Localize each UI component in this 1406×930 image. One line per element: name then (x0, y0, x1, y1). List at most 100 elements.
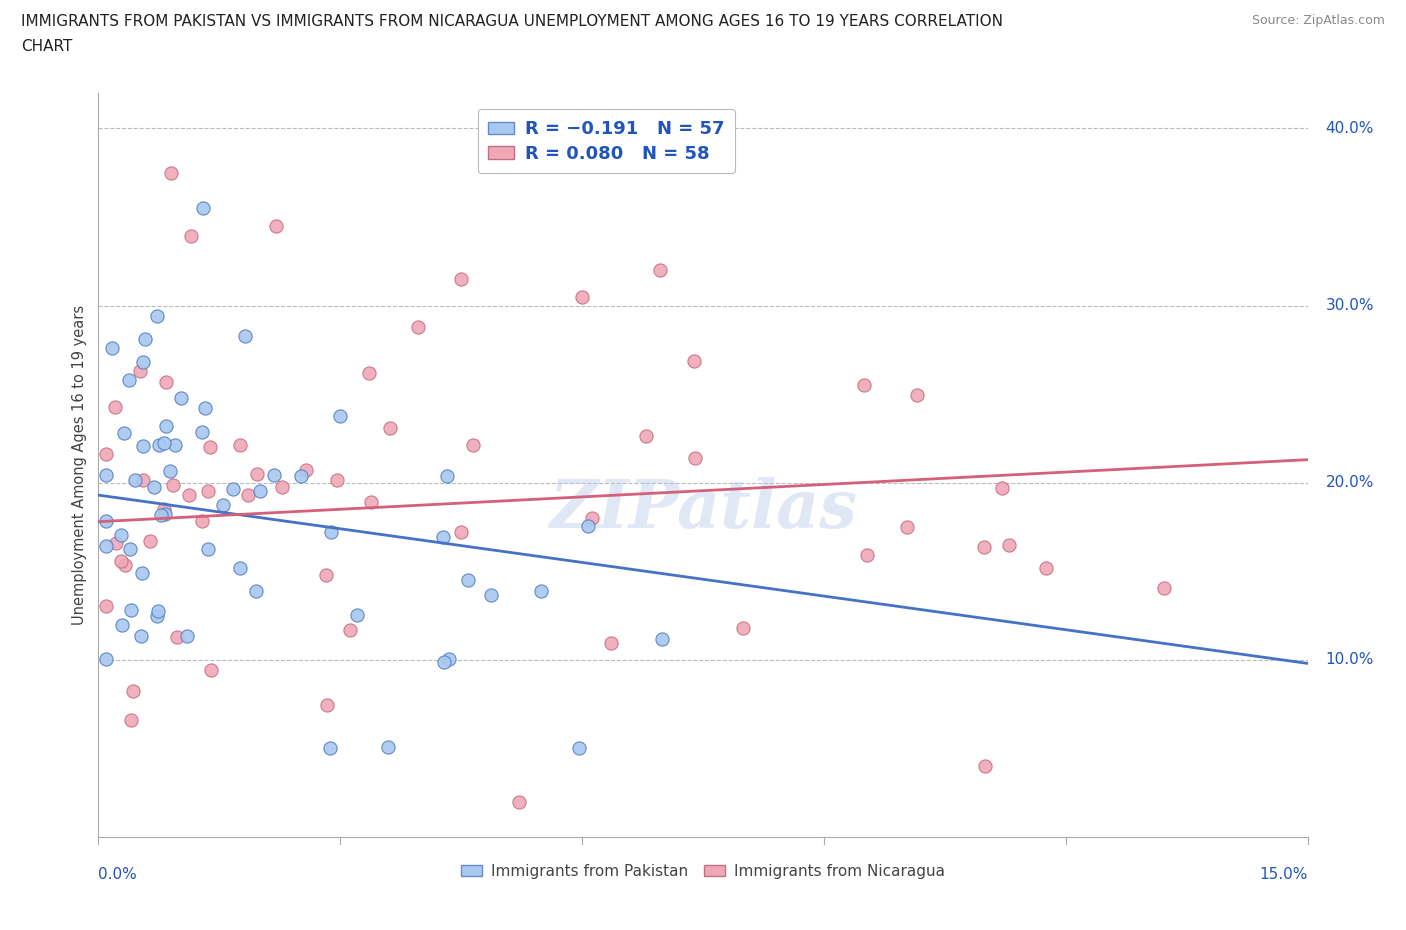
Point (377, 739, 399, 754)
Point (150, 508, 173, 523)
Text: ZIPatlas: ZIPatlas (550, 477, 856, 542)
Point (111, 618, 134, 632)
Point (96, 468, 118, 483)
Point (432, 654, 454, 669)
Point (145, 608, 167, 623)
Point (166, 630, 188, 644)
Legend: Immigrants from Pakistan, Immigrants from Nicaragua: Immigrants from Pakistan, Immigrants fro… (454, 858, 952, 885)
Point (96, 513, 118, 528)
Point (120, 712, 142, 727)
Point (263, 468, 285, 483)
Point (104, 536, 127, 551)
Point (329, 409, 352, 424)
Point (245, 584, 267, 599)
Point (450, 272, 472, 286)
Point (139, 533, 162, 548)
Point (316, 698, 339, 713)
Point (132, 439, 155, 454)
Point (159, 463, 181, 478)
Point (211, 498, 233, 512)
Text: 10.0%: 10.0% (1326, 652, 1374, 668)
Point (650, 631, 672, 646)
Point (406, 320, 429, 335)
Point (359, 366, 381, 381)
Point (96, 651, 118, 666)
Point (463, 438, 485, 453)
Text: 30.0%: 30.0% (1326, 299, 1374, 313)
Text: 15.0%: 15.0% (1260, 867, 1308, 882)
Point (200, 663, 222, 678)
Point (197, 484, 219, 498)
Point (129, 629, 152, 644)
Point (160, 166, 183, 180)
Point (153, 501, 176, 516)
Point (236, 487, 259, 502)
Text: Source: ZipAtlas.com: Source: ZipAtlas.com (1251, 14, 1385, 27)
Point (101, 340, 124, 355)
Point (118, 541, 141, 556)
Point (576, 519, 599, 534)
Point (339, 622, 361, 637)
Point (180, 228, 202, 243)
Point (457, 573, 479, 588)
Text: CHART: CHART (21, 39, 73, 54)
Point (120, 603, 142, 618)
Point (437, 651, 460, 666)
Point (179, 487, 201, 502)
Point (571, 289, 593, 304)
Point (155, 375, 177, 390)
Point (96, 446, 118, 461)
Point (233, 328, 256, 343)
Point (131, 565, 153, 580)
Point (731, 621, 754, 636)
Point (998, 538, 1021, 552)
Point (896, 519, 918, 534)
Point (685, 451, 707, 466)
Point (143, 479, 166, 494)
Point (264, 219, 287, 233)
Point (246, 467, 269, 482)
Point (360, 495, 382, 510)
Point (682, 353, 704, 368)
Text: 0.0%: 0.0% (98, 867, 138, 882)
Point (636, 429, 658, 444)
Point (508, 794, 530, 809)
Point (200, 440, 222, 455)
Point (1153, 580, 1175, 595)
Text: IMMIGRANTS FROM PAKISTAN VS IMMIGRANTS FROM NICARAGUA UNEMPLOYMENT AMONG AGES 16: IMMIGRANTS FROM PAKISTAN VS IMMIGRANTS F… (21, 14, 1002, 29)
Point (319, 741, 342, 756)
Point (905, 388, 928, 403)
Point (581, 511, 603, 525)
Point (290, 469, 312, 484)
Point (134, 331, 156, 346)
Point (112, 425, 135, 440)
Point (129, 364, 152, 379)
Point (132, 472, 155, 487)
Point (221, 482, 243, 497)
Point (191, 513, 214, 528)
Point (271, 479, 294, 494)
Text: 40.0%: 40.0% (1326, 121, 1374, 136)
Point (249, 484, 271, 498)
Point (378, 421, 401, 436)
Point (104, 399, 127, 414)
Point (650, 263, 672, 278)
Point (132, 354, 155, 369)
Point (110, 527, 132, 542)
Point (193, 201, 215, 216)
Point (436, 469, 458, 484)
Point (294, 463, 316, 478)
Point (194, 401, 217, 416)
Point (450, 525, 472, 539)
Point (973, 539, 995, 554)
Point (152, 435, 174, 450)
Point (974, 759, 997, 774)
Point (853, 378, 876, 392)
Point (326, 473, 349, 488)
Point (146, 604, 169, 618)
Y-axis label: Unemployment Among Ages 16 to 19 years: Unemployment Among Ages 16 to 19 years (72, 305, 87, 625)
Point (319, 525, 342, 539)
Point (481, 588, 503, 603)
Point (176, 629, 198, 644)
Point (110, 553, 132, 568)
